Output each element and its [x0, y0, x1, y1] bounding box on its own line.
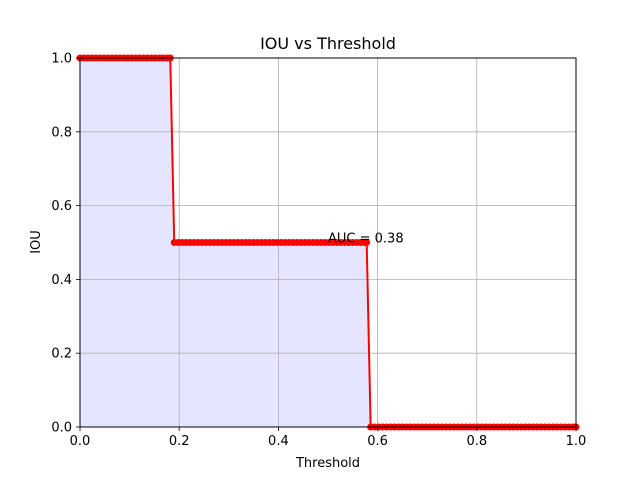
y-tick-label: 0.4	[51, 273, 72, 288]
x-tick-label: 1.0	[566, 434, 587, 449]
y-tick-label: 0.8	[51, 125, 72, 140]
x-axis-title: Threshold	[295, 456, 360, 471]
x-tick-label: 0.2	[169, 434, 190, 449]
series-markers	[76, 54, 580, 431]
y-tick-label: 0.0	[51, 421, 72, 436]
y-tick-label: 0.6	[51, 199, 72, 214]
x-tick-label: 0.0	[70, 434, 91, 449]
plot-area	[76, 54, 580, 431]
data-point	[363, 239, 371, 246]
x-tick-label: 0.4	[268, 434, 289, 449]
y-axis-title: IOU	[29, 230, 44, 254]
x-tick-label: 0.8	[466, 434, 487, 449]
y-axis-ticks: 0.0 0.2 0.4 0.6 0.8 1.0	[51, 52, 80, 436]
y-tick-label: 0.2	[51, 347, 72, 362]
chart-title: IOU vs Threshold	[260, 34, 396, 53]
auc-annotation: AUC = 0.38	[328, 232, 404, 247]
x-tick-label: 0.6	[367, 434, 388, 449]
y-tick-label: 1.0	[51, 52, 72, 67]
x-axis-ticks: 0.0 0.2 0.4 0.6 0.8 1.0	[70, 427, 587, 449]
axes-frame	[79, 57, 577, 428]
